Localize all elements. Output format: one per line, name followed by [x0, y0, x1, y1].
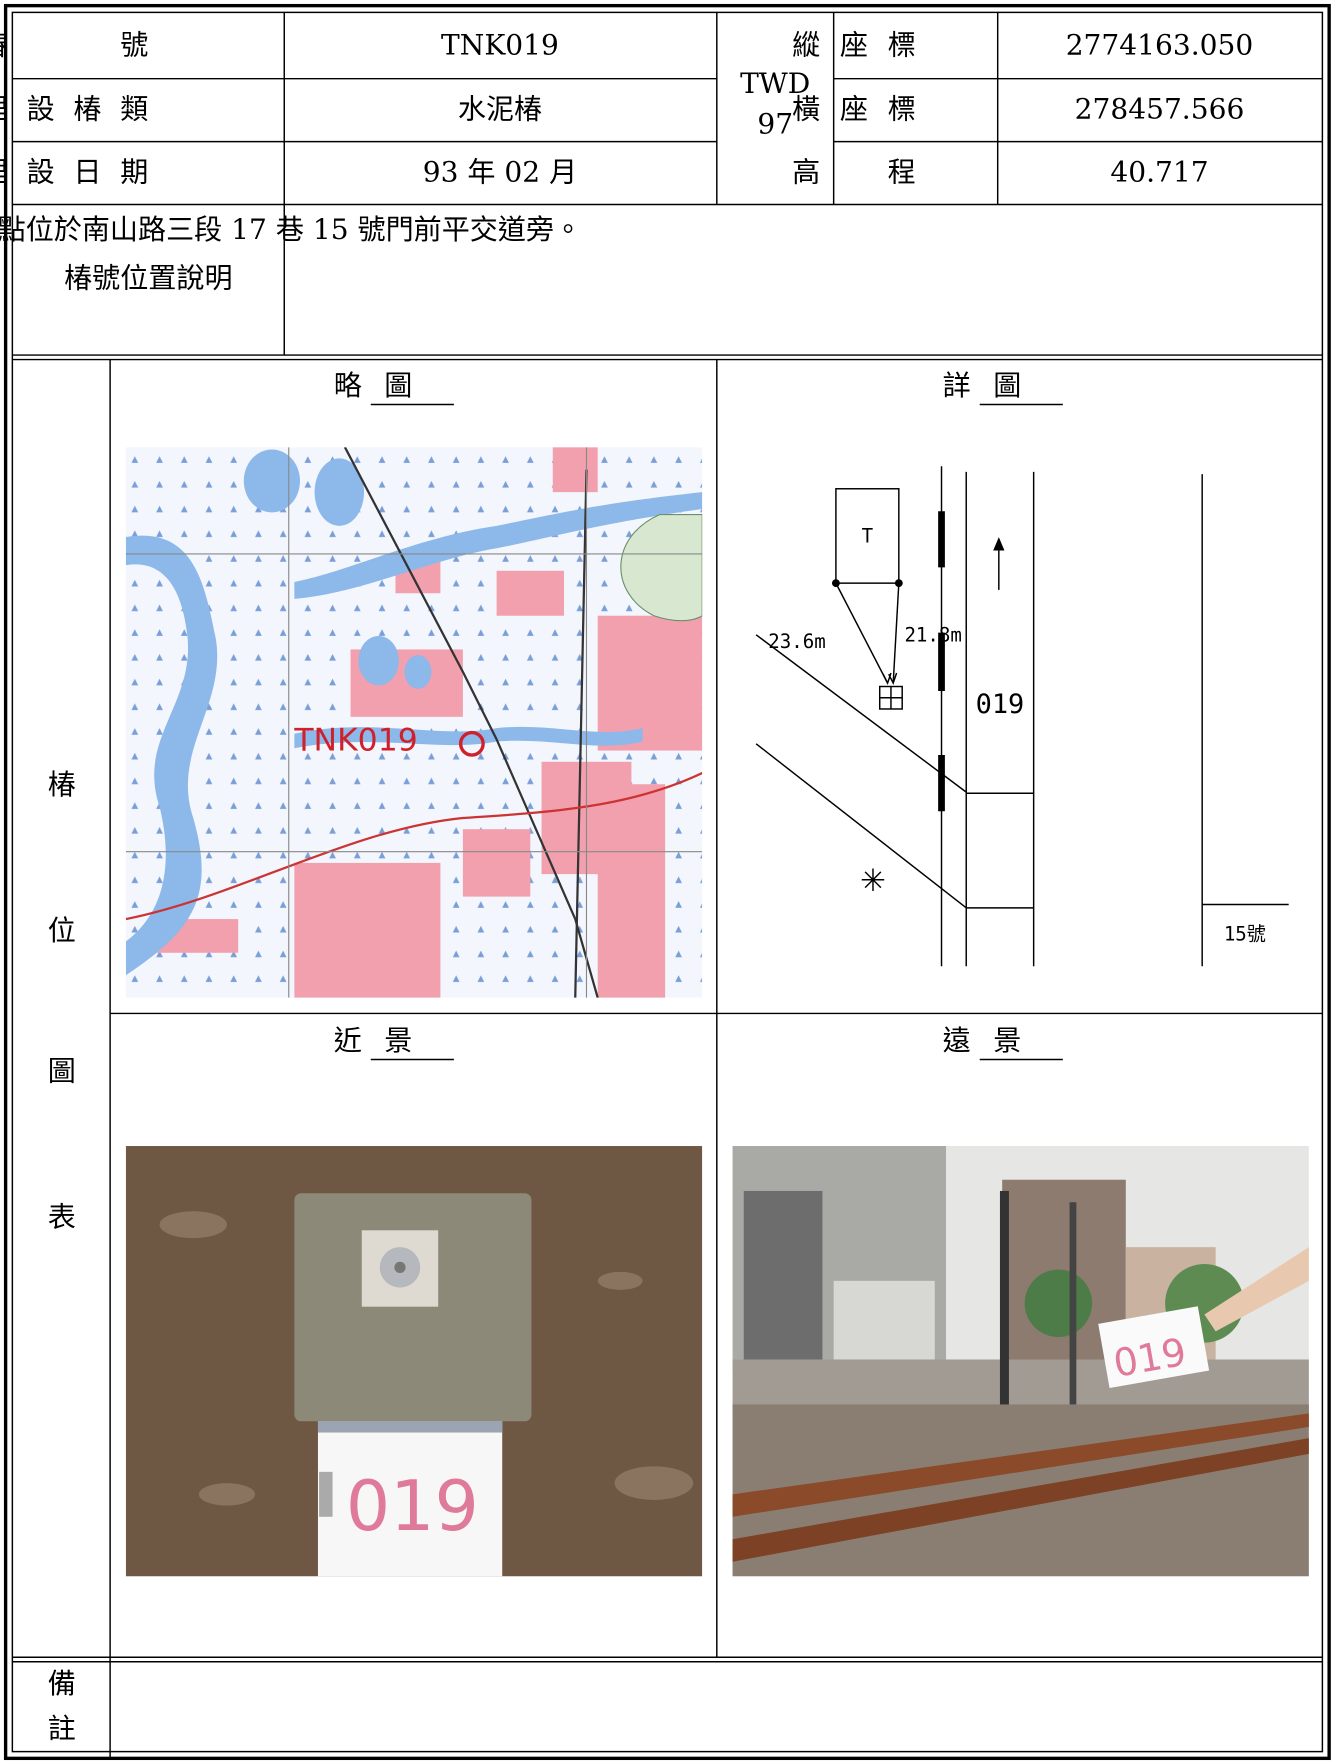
decoration [317, 1421, 503, 1433]
decoration [317, 1421, 503, 1577]
decoration [125, 449, 703, 976]
decoration [294, 1193, 532, 1422]
title: 略圖 [334, 369, 413, 402]
detail-diagram: T 23.6m 21.8m 019 15號 [755, 466, 1289, 967]
decoration [864, 871, 882, 889]
decoration [496, 570, 565, 616]
decoration [861, 868, 885, 891]
house-label: 15號 [1224, 922, 1266, 945]
decoration [462, 829, 531, 897]
decoration [125, 447, 703, 998]
decoration [358, 635, 399, 686]
decoration [294, 726, 643, 749]
card-text: 019 [346, 1466, 479, 1547]
decoration [159, 1211, 694, 1506]
title: 近景 [334, 1024, 413, 1057]
decoration [755, 743, 967, 909]
decoration [319, 1471, 333, 1517]
decoration [1069, 1202, 1077, 1405]
title: 詳圖 [943, 369, 1022, 402]
description: 點位於南山路三段 17 巷 15 號門前平交道旁。 [0, 213, 582, 246]
value: 93 年 02 月 [423, 156, 577, 189]
decoration [833, 1280, 935, 1371]
value: 2774163.050 [1066, 29, 1254, 62]
label: 椿號 [0, 29, 148, 62]
title: 遠景 [943, 1024, 1022, 1057]
decoration [574, 469, 588, 998]
decoration [1098, 1306, 1210, 1389]
label: 椿號位置說明 [64, 261, 232, 294]
value: TNK019 [441, 29, 559, 62]
label: 縱座標 [792, 29, 916, 62]
value: 水泥椿 [458, 93, 542, 126]
decoration [732, 1438, 1309, 1562]
decoration [198, 1483, 256, 1506]
datum: 97 [757, 107, 793, 140]
frame [3, 3, 1331, 1761]
decoration [1204, 1247, 1309, 1332]
box [835, 488, 900, 584]
map-marker [458, 730, 485, 757]
decoration [159, 1211, 227, 1239]
decoration [125, 447, 703, 998]
decoration [882, 672, 898, 686]
decoration [597, 615, 703, 751]
location-map: TNK019 [125, 447, 703, 998]
label: 埋設日期 [0, 156, 148, 189]
label: 埋設椿類 [0, 93, 148, 126]
decoration [892, 583, 900, 684]
decoration [755, 634, 967, 793]
decoration [314, 458, 365, 526]
distance: 23.6m [768, 630, 825, 653]
decoration [3, 3, 1331, 1761]
far-photo: 019 [732, 1146, 1309, 1577]
decoration [1024, 1269, 1093, 1338]
side-label: 註 [48, 1712, 76, 1745]
decoration [614, 1466, 694, 1500]
decoration [294, 862, 441, 998]
side-label: 位 [48, 914, 76, 947]
decoration [294, 492, 703, 599]
value: 278457.566 [1075, 93, 1245, 126]
decoration [125, 535, 218, 976]
decoration [552, 447, 598, 493]
decoration [404, 655, 432, 689]
side-label: 椿 [48, 768, 76, 801]
label: 橫座標 [792, 93, 916, 126]
decoration [597, 784, 666, 998]
side-label: 表 [48, 1201, 76, 1234]
decoration [11, 11, 1324, 1753]
side-label: 備 [48, 1667, 76, 1700]
decoration [597, 1271, 643, 1290]
decoration [343, 447, 599, 998]
decoration [243, 449, 300, 513]
decoration [999, 1190, 1009, 1405]
label: 高程 [792, 156, 916, 189]
value: 40.717 [1110, 156, 1208, 189]
box-label: T [862, 525, 874, 548]
side-label: 圖 [48, 1055, 76, 1088]
near-photo: 019 [125, 1146, 703, 1577]
decoration [743, 1190, 823, 1360]
decoration [125, 772, 703, 921]
decoration [620, 514, 703, 622]
decoration [394, 1261, 406, 1273]
road-label: 019 [976, 689, 1025, 720]
decoration [835, 582, 889, 684]
distance: 21.8m [904, 623, 961, 646]
decoration [732, 1413, 1309, 1517]
datum: TWD [740, 67, 810, 100]
decoration [993, 537, 1005, 551]
map-marker-label: TNK019 [293, 723, 417, 759]
